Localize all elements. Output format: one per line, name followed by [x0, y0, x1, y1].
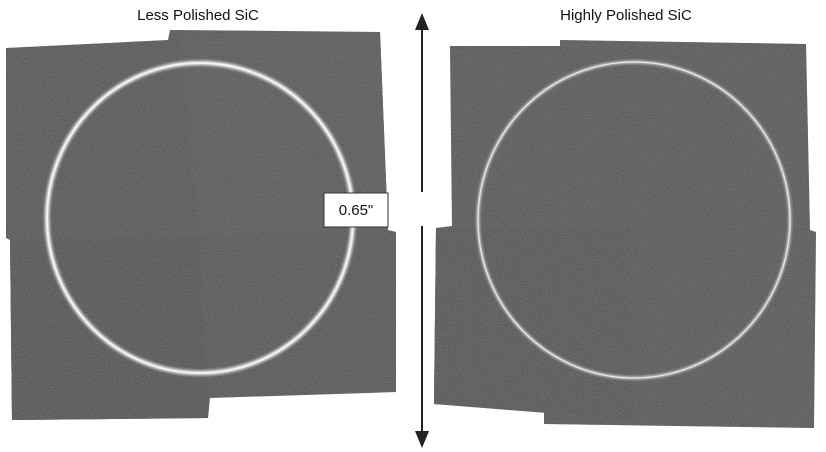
- right-title: Highly Polished SiC: [560, 7, 692, 24]
- right-photo: [434, 40, 816, 428]
- dimension-arrow: [408, 13, 436, 448]
- left-title: Less Polished SiC: [137, 7, 259, 24]
- figure: 0.65" Less Polished SiC Highly Polished …: [0, 0, 826, 452]
- dimension-label: 0.65": [339, 202, 374, 219]
- arrow-head-bottom: [415, 431, 429, 448]
- arrow-gap: [408, 192, 436, 226]
- page: 0.65" Less Polished SiC Highly Polished …: [0, 0, 826, 452]
- arrow-head-top: [415, 13, 429, 30]
